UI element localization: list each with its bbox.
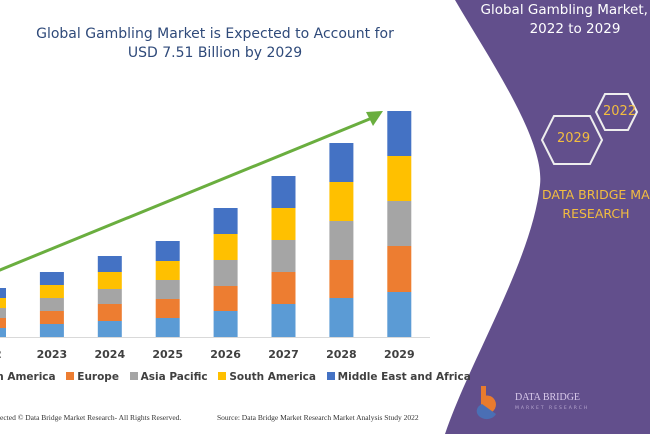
bar-segment-2028-europe [329,260,354,298]
legend-swatch [218,372,227,380]
side-title: Global Gambling Market, By 2022 to 2029 [455,1,650,39]
bar-segment-2024-south-america [97,272,122,289]
x-tick-label: 22 [0,348,2,361]
bar-segment-2025-europe [155,299,180,318]
trend-arrowhead [366,111,383,126]
hexagon-2029 [540,115,604,165]
bar-segment-2024-asia-pacific [97,289,122,304]
bar-segment-2022-middle-east-and-africa [0,288,6,298]
legend-item-north-america: rth America [0,371,56,383]
hexagon-2022 [594,93,639,131]
bar-segment-2028-south-america [329,182,354,221]
brand-line-1: DATA BRIDGE MA [542,187,650,202]
side-title-line-2: 2022 to 2029 [529,21,621,37]
bar-segment-2028-asia-pacific [329,221,354,260]
brand-text: DATA BRIDGE MA RESEARCH [540,185,650,223]
legend: rth America Europe Asia Pacific South Am… [0,371,478,383]
legend-item-south-america: South America [218,371,316,383]
bar-segment-2023-south-america [39,285,64,298]
hex-label-2022: 2022 [603,104,637,119]
bar-segment-2027-europe [271,272,296,304]
source-text: Source: Data Bridge Market Research Mark… [217,413,419,422]
bar-segment-2025-middle-east-and-africa [155,241,180,261]
bar-segment-2029-middle-east-and-africa [387,111,412,156]
bar-segment-2024-middle-east-and-africa [97,256,122,272]
bar-segment-2022-north-america [0,328,6,337]
chart-title: Global Gambling Market is Expected to Ac… [0,25,430,63]
x-tick-label: 2028 [326,348,357,361]
logo-name: DATA BRIDGE [515,392,581,403]
bar-segment-2022-south-america [0,298,6,308]
bar-segment-2027-asia-pacific [271,240,296,272]
legend-label: Middle East and Africa [337,371,471,383]
legend-item-asia-pacific: Asia Pacific [129,371,208,383]
bar-segment-2029-south-america [387,156,412,201]
legend-swatch [129,372,138,380]
bar-segment-2024-north-america [97,321,122,337]
bar-segment-2026-middle-east-and-africa [213,208,238,234]
bar-segment-2026-south-america [213,234,238,260]
bar-segment-2022-asia-pacific [0,308,6,318]
title-line-2: USD 7.51 Billion by 2029 [127,45,303,61]
bar-segment-2028-middle-east-and-africa [329,143,354,182]
bar-segment-2023-north-america [39,324,64,337]
bar-segment-2027-middle-east-and-africa [271,176,296,208]
bar-segment-2026-north-america [213,311,238,337]
copyright-text: ected © Data Bridge Market Research- All… [0,413,182,422]
bar-segment-2026-europe [213,286,238,311]
legend-item-europe: Europe [66,371,119,383]
bar-segment-2024-europe [97,304,122,321]
x-tick-label: 2023 [37,348,68,361]
legend-label: South America [229,371,316,383]
title-line-1: Global Gambling Market is Expected to Ac… [36,26,394,42]
data-bridge-logo-mark [476,386,496,420]
x-tick-label: 2029 [384,348,415,361]
x-tick-label: 2024 [94,348,125,361]
x-tick-label: 2026 [210,348,241,361]
bar-segment-2028-north-america [329,298,354,337]
legend-item-mea: Middle East and Africa [326,371,471,383]
bar-segment-2025-asia-pacific [155,280,180,299]
bar-segment-2023-middle-east-and-africa [39,272,64,285]
x-tick-label: 2025 [152,348,183,361]
x-tick-label: 2027 [268,348,299,361]
bar-segment-2022-europe [0,318,6,328]
bar-segment-2029-north-america [387,292,412,337]
logo-sub: MARKET RESEARCH [515,406,590,411]
legend-swatch [326,372,335,380]
bar-segment-2025-north-america [155,318,180,337]
side-title-line-1: Global Gambling Market, By [480,2,650,18]
hex-label-2029: 2029 [557,131,591,146]
bar-segment-2027-south-america [271,208,296,240]
bar-segment-2026-asia-pacific [213,260,238,286]
trend-arrow [0,116,373,272]
bar-segment-2029-europe [387,246,412,292]
bar-segment-2023-europe [39,311,64,324]
legend-label: rth America [0,371,56,383]
legend-label: Europe [77,371,119,383]
bar-segment-2027-north-america [271,304,296,337]
brand-line-2: RESEARCH [562,206,630,221]
bar-segment-2029-asia-pacific [387,201,412,246]
legend-swatch [66,372,75,380]
bar-segment-2025-south-america [155,261,180,280]
bar-segment-2023-asia-pacific [39,298,64,311]
legend-label: Asia Pacific [140,371,208,383]
